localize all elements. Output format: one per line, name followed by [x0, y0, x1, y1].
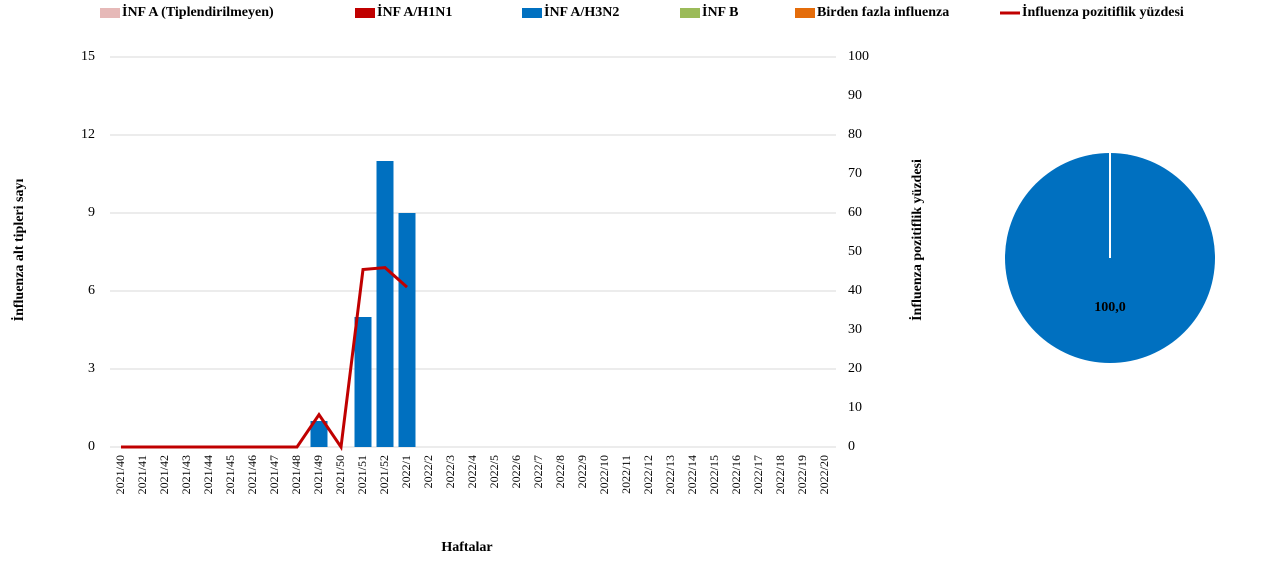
- legend-label: İNF A/H3N2: [544, 3, 619, 20]
- y-tick-label: 15: [81, 49, 95, 64]
- x-tick-label: 2022/13: [663, 455, 677, 494]
- legend-swatch: [100, 8, 120, 18]
- legend-label: İNF A (Tiplendirilmeyen): [122, 3, 274, 20]
- legend-label: İNF B: [702, 3, 738, 20]
- x-tick-label: 2021/46: [245, 455, 259, 494]
- x-tick-label: 2022/17: [751, 455, 765, 494]
- bar: [376, 161, 394, 447]
- y2-tick-label: 40: [848, 283, 862, 298]
- x-tick-label: 2022/3: [443, 455, 457, 488]
- x-tick-label: 2022/12: [641, 455, 655, 494]
- x-tick-label: 2022/6: [509, 455, 523, 488]
- x-tick-label: 2022/19: [795, 455, 809, 494]
- data-label: 100,0: [1094, 300, 1126, 315]
- bar: [398, 213, 416, 447]
- x-tick-label: 2022/7: [531, 455, 545, 488]
- y-tick-label: 12: [81, 127, 95, 142]
- x-tick-label: 2021/40: [113, 455, 127, 494]
- y2-tick-label: 70: [848, 166, 862, 181]
- bar: [310, 421, 328, 447]
- x-tick-label: 2021/42: [157, 455, 171, 494]
- x-tick-label: 2021/50: [333, 455, 347, 494]
- x-tick-label: 2022/1: [399, 455, 413, 488]
- legend-swatch: [680, 8, 700, 18]
- y2-tick-label: 100: [848, 49, 869, 64]
- x-tick-label: 2022/15: [707, 455, 721, 494]
- x-tick-label: 2022/16: [729, 455, 743, 494]
- x-tick-label: 2022/10: [597, 455, 611, 494]
- x-tick-label: 2021/47: [267, 455, 281, 494]
- y-tick-label: 3: [88, 361, 95, 376]
- x-tick-label: 2022/9: [575, 455, 589, 488]
- x-tick-label: 2021/45: [223, 455, 237, 494]
- x-tick-label: 2022/8: [553, 455, 567, 488]
- x-tick-label: 2021/49: [311, 455, 325, 494]
- y2-tick-label: 20: [848, 361, 862, 376]
- x-tick-label: 2022/4: [465, 455, 479, 488]
- x-tick-label: 2022/5: [487, 455, 501, 488]
- legend-swatch: [355, 8, 375, 18]
- y2-axis-title: İnfluenza pozitiflik yüzdesi: [908, 159, 925, 321]
- legend-swatch: [795, 8, 815, 18]
- x-axis-title: Haftalar: [441, 540, 492, 555]
- line: [121, 266, 408, 452]
- x-tick-label: 2022/14: [685, 455, 699, 494]
- x-tick-label: 2022/18: [773, 455, 787, 494]
- y-tick-label: 0: [88, 439, 95, 454]
- y-tick-label: 9: [88, 205, 95, 220]
- y2-tick-label: 60: [848, 205, 862, 220]
- bar: [354, 317, 372, 447]
- x-tick-label: 2022/2: [421, 455, 435, 488]
- y-axis-title: İnfluenza alt tipleri sayı: [10, 179, 27, 322]
- y2-tick-label: 90: [848, 88, 862, 103]
- x-tick-label: 2022/20: [817, 455, 831, 494]
- x-tick-label: 2021/51: [355, 455, 369, 494]
- x-tick-label: 2021/44: [201, 455, 215, 494]
- y2-tick-label: 30: [848, 322, 862, 337]
- x-tick-label: 2021/52: [377, 455, 391, 494]
- x-tick-label: 2021/48: [289, 455, 303, 494]
- legend-label: Birden fazla influenza: [817, 5, 949, 20]
- legend-label: İnfluenza pozitiflik yüzdesi: [1022, 3, 1184, 20]
- x-tick-label: 2021/43: [179, 455, 193, 494]
- y2-tick-label: 10: [848, 400, 862, 415]
- x-tick-label: 2021/41: [135, 455, 149, 494]
- y-tick-label: 6: [88, 283, 95, 298]
- y2-tick-label: 50: [848, 244, 862, 259]
- x-tick-label: 2022/11: [619, 455, 633, 494]
- legend-label: İNF A/H1N1: [377, 3, 452, 20]
- y2-tick-label: 80: [848, 127, 862, 142]
- legend-swatch: [522, 8, 542, 18]
- y2-tick-label: 0: [848, 439, 855, 454]
